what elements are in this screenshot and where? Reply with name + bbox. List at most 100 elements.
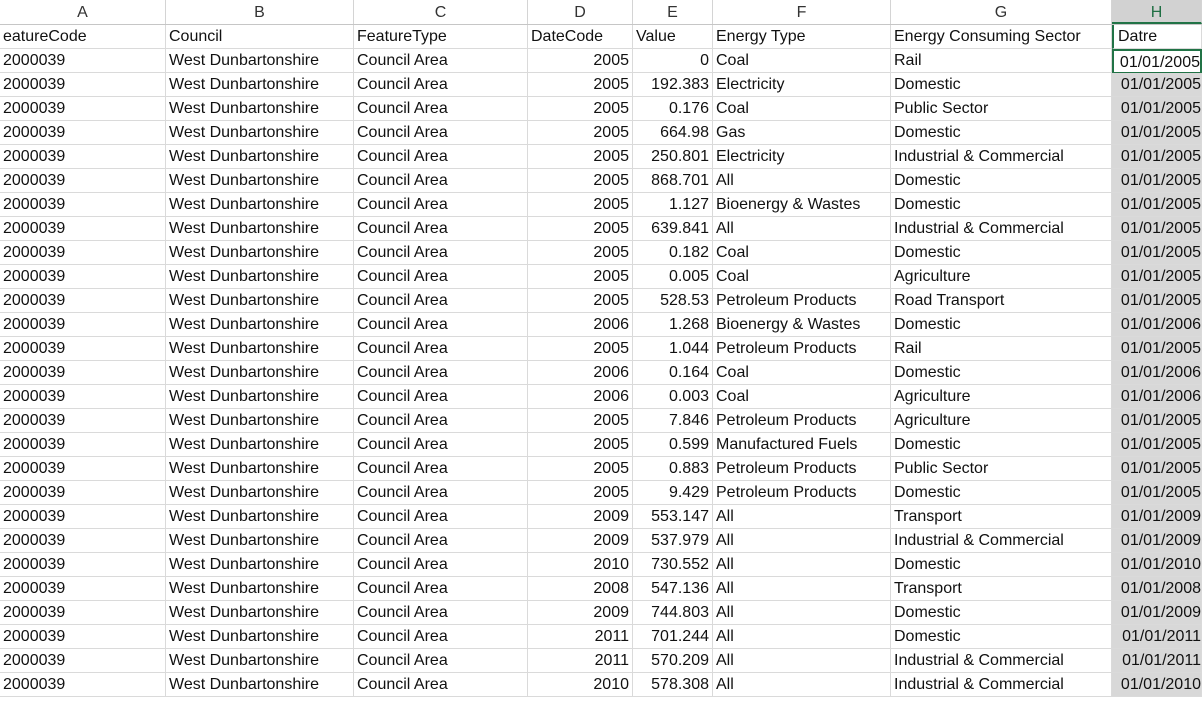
date-cell[interactable]: 01/01/2005	[1112, 457, 1202, 481]
column-header-f[interactable]: F	[713, 0, 891, 24]
column-header-c[interactable]: C	[354, 0, 528, 24]
date-cell[interactable]: 01/01/2011	[1112, 649, 1202, 673]
date-code-cell[interactable]: 2005	[528, 49, 633, 73]
energy-sector-cell[interactable]: Domestic	[891, 121, 1112, 145]
energy-sector-cell[interactable]: Domestic	[891, 601, 1112, 625]
date-cell[interactable]: 01/01/2009	[1112, 601, 1202, 625]
feature-type-cell[interactable]: Council Area	[354, 577, 528, 601]
energy-sector-cell[interactable]: Domestic	[891, 433, 1112, 457]
council-cell[interactable]: West Dunbartonshire	[166, 97, 354, 121]
feature-type-cell[interactable]: Council Area	[354, 169, 528, 193]
feature-code-cell[interactable]: 2000039	[0, 553, 166, 577]
council-cell[interactable]: West Dunbartonshire	[166, 73, 354, 97]
energy-type-cell[interactable]: Bioenergy & Wastes	[713, 193, 891, 217]
value-cell[interactable]: 553.147	[633, 505, 713, 529]
header-cell-council[interactable]: Council	[166, 25, 354, 49]
date-cell[interactable]: 01/01/2005	[1112, 121, 1202, 145]
feature-code-cell[interactable]: 2000039	[0, 289, 166, 313]
value-cell[interactable]: 570.209	[633, 649, 713, 673]
header-cell-value[interactable]: Value	[633, 25, 713, 49]
energy-type-cell[interactable]: Bioenergy & Wastes	[713, 313, 891, 337]
column-header-e[interactable]: E	[633, 0, 713, 24]
energy-type-cell[interactable]: All	[713, 673, 891, 697]
energy-sector-cell[interactable]: Domestic	[891, 553, 1112, 577]
council-cell[interactable]: West Dunbartonshire	[166, 673, 354, 697]
feature-code-cell[interactable]: 2000039	[0, 649, 166, 673]
feature-code-cell[interactable]: 2000039	[0, 217, 166, 241]
feature-code-cell[interactable]: 2000039	[0, 673, 166, 697]
council-cell[interactable]: West Dunbartonshire	[166, 577, 354, 601]
energy-sector-cell[interactable]: Rail	[891, 337, 1112, 361]
feature-code-cell[interactable]: 2000039	[0, 313, 166, 337]
column-header-g[interactable]: G	[891, 0, 1112, 24]
feature-code-cell[interactable]: 2000039	[0, 241, 166, 265]
date-code-cell[interactable]: 2005	[528, 217, 633, 241]
date-code-cell[interactable]: 2005	[528, 337, 633, 361]
value-cell[interactable]: 9.429	[633, 481, 713, 505]
date-code-cell[interactable]: 2009	[528, 601, 633, 625]
council-cell[interactable]: West Dunbartonshire	[166, 361, 354, 385]
feature-type-cell[interactable]: Council Area	[354, 265, 528, 289]
energy-type-cell[interactable]: Coal	[713, 385, 891, 409]
date-cell[interactable]: 01/01/2005	[1112, 409, 1202, 433]
energy-type-cell[interactable]: Petroleum Products	[713, 337, 891, 361]
energy-type-cell[interactable]: Coal	[713, 97, 891, 121]
energy-sector-cell[interactable]: Domestic	[891, 361, 1112, 385]
value-cell[interactable]: 639.841	[633, 217, 713, 241]
date-cell[interactable]: 01/01/2005	[1112, 97, 1202, 121]
council-cell[interactable]: West Dunbartonshire	[166, 121, 354, 145]
date-code-cell[interactable]: 2006	[528, 385, 633, 409]
date-code-cell[interactable]: 2005	[528, 73, 633, 97]
council-cell[interactable]: West Dunbartonshire	[166, 481, 354, 505]
value-cell[interactable]: 0.005	[633, 265, 713, 289]
energy-sector-cell[interactable]: Industrial & Commercial	[891, 529, 1112, 553]
energy-type-cell[interactable]: Petroleum Products	[713, 457, 891, 481]
feature-code-cell[interactable]: 2000039	[0, 433, 166, 457]
feature-code-cell[interactable]: 2000039	[0, 361, 166, 385]
header-cell-datre[interactable]: Datre	[1112, 25, 1202, 49]
energy-type-cell[interactable]: Petroleum Products	[713, 409, 891, 433]
column-header-b[interactable]: B	[166, 0, 354, 24]
council-cell[interactable]: West Dunbartonshire	[166, 313, 354, 337]
value-cell[interactable]: 0.176	[633, 97, 713, 121]
feature-type-cell[interactable]: Council Area	[354, 385, 528, 409]
energy-sector-cell[interactable]: Domestic	[891, 241, 1112, 265]
value-cell[interactable]: 192.383	[633, 73, 713, 97]
header-cell-energy-sector[interactable]: Energy Consuming Sector	[891, 25, 1112, 49]
feature-code-cell[interactable]: 2000039	[0, 169, 166, 193]
energy-sector-cell[interactable]: Agriculture	[891, 385, 1112, 409]
date-code-cell[interactable]: 2006	[528, 313, 633, 337]
energy-sector-cell[interactable]: Domestic	[891, 193, 1112, 217]
energy-type-cell[interactable]: All	[713, 169, 891, 193]
council-cell[interactable]: West Dunbartonshire	[166, 169, 354, 193]
date-cell[interactable]: 01/01/2008	[1112, 577, 1202, 601]
council-cell[interactable]: West Dunbartonshire	[166, 193, 354, 217]
feature-type-cell[interactable]: Council Area	[354, 433, 528, 457]
date-code-cell[interactable]: 2005	[528, 457, 633, 481]
date-cell[interactable]: 01/01/2006	[1112, 385, 1202, 409]
header-cell-featurecode[interactable]: eatureCode	[0, 25, 166, 49]
value-cell[interactable]: 868.701	[633, 169, 713, 193]
date-cell[interactable]: 01/01/2006	[1112, 361, 1202, 385]
feature-type-cell[interactable]: Council Area	[354, 49, 528, 73]
feature-code-cell[interactable]: 2000039	[0, 73, 166, 97]
energy-type-cell[interactable]: All	[713, 217, 891, 241]
date-code-cell[interactable]: 2005	[528, 409, 633, 433]
energy-type-cell[interactable]: All	[713, 577, 891, 601]
energy-type-cell[interactable]: All	[713, 649, 891, 673]
council-cell[interactable]: West Dunbartonshire	[166, 601, 354, 625]
date-cell[interactable]: 01/01/2005	[1112, 145, 1202, 169]
council-cell[interactable]: West Dunbartonshire	[166, 385, 354, 409]
feature-code-cell[interactable]: 2000039	[0, 121, 166, 145]
feature-code-cell[interactable]: 2000039	[0, 193, 166, 217]
value-cell[interactable]: 528.53	[633, 289, 713, 313]
date-cell[interactable]: 01/01/2005	[1112, 241, 1202, 265]
energy-type-cell[interactable]: All	[713, 625, 891, 649]
feature-code-cell[interactable]: 2000039	[0, 457, 166, 481]
date-code-cell[interactable]: 2005	[528, 169, 633, 193]
date-cell[interactable]: 01/01/2009	[1112, 529, 1202, 553]
feature-type-cell[interactable]: Council Area	[354, 241, 528, 265]
value-cell[interactable]: 730.552	[633, 553, 713, 577]
value-cell[interactable]: 0.182	[633, 241, 713, 265]
council-cell[interactable]: West Dunbartonshire	[166, 553, 354, 577]
